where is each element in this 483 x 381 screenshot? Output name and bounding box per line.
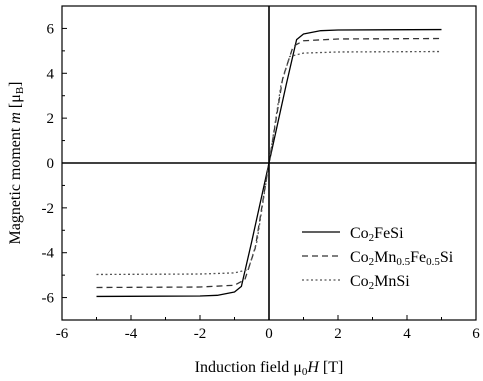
series-line-3 [96, 50, 442, 276]
x-tick-label: -2 [194, 326, 207, 342]
x-tick-label: 0 [265, 326, 273, 342]
x-tick-label: 2 [334, 326, 342, 342]
x-tick-label: 4 [403, 326, 411, 342]
y-tick-label: 6 [47, 21, 55, 37]
axis-labels: Induction field μ0H [T] Magnetic moment m… [7, 82, 343, 379]
x-axis-title: Induction field μ0H [T] [195, 359, 344, 378]
y-tick-label: 4 [47, 66, 55, 82]
x-tick-label: 6 [472, 326, 480, 342]
x-tick-label: -4 [125, 326, 138, 342]
legend: Co2FeSi Co2Mn0.5Fe0.5Si Co2MnSi [302, 225, 454, 292]
legend-label-2: Co2Mn0.5Fe0.5Si [350, 249, 454, 268]
y-tick-label: -4 [42, 246, 55, 262]
legend-label-3: Co2MnSi [350, 273, 410, 292]
y-tick-label: 2 [47, 111, 55, 127]
axes-layer: -6 -4 -2 0 2 4 6 -6 -4 -2 0 2 4 6 [42, 5, 480, 342]
y-tick-label: -6 [42, 291, 55, 307]
x-tick-label: -6 [56, 326, 69, 342]
legend-label-1: Co2FeSi [350, 225, 404, 244]
y-tick-label: -2 [42, 201, 55, 217]
y-tick-label: 0 [47, 156, 55, 172]
y-axis-title: Magnetic moment m [μB] [7, 82, 26, 245]
series-line-2 [96, 37, 442, 289]
